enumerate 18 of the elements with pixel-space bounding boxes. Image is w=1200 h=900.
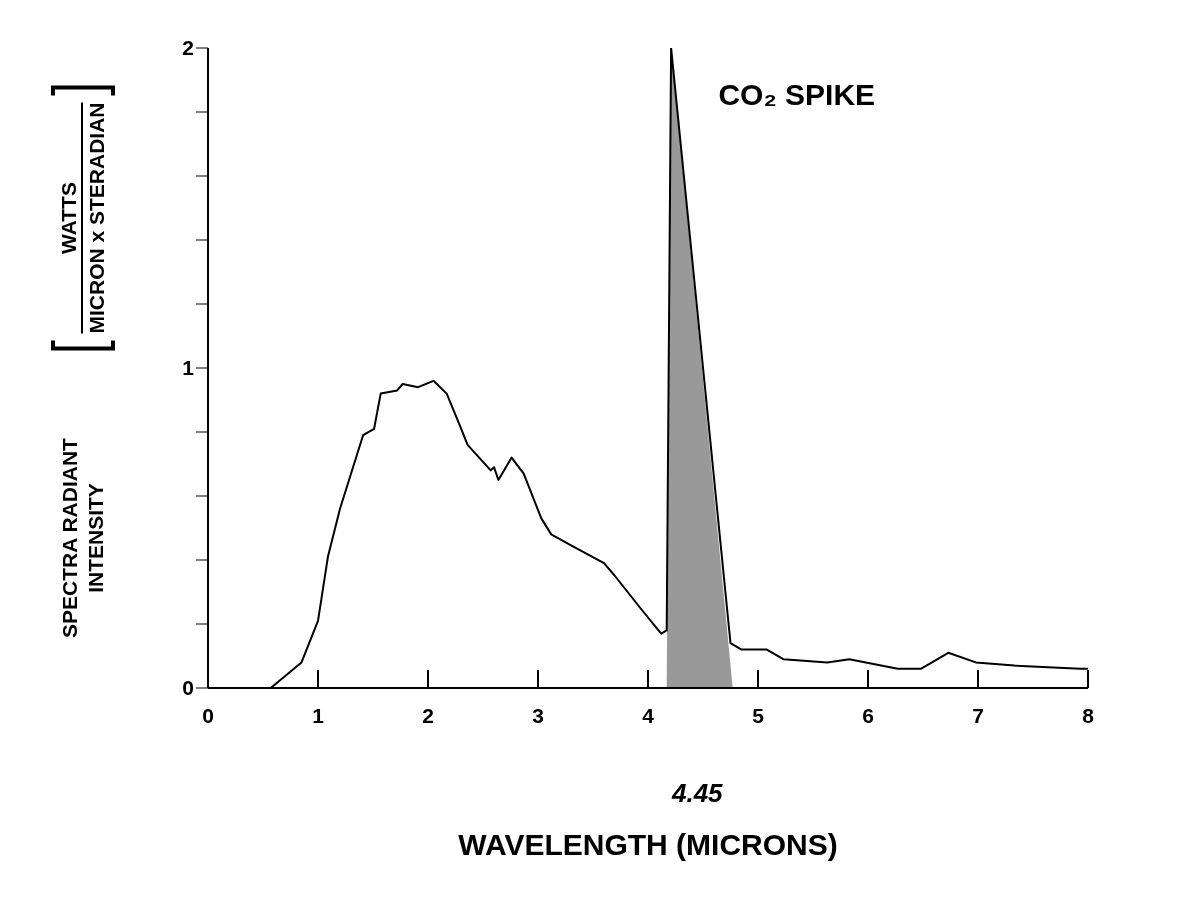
x-tick-label: 8 [1082,703,1095,727]
x-tick-label: 7 [972,703,984,727]
y-tick-label: 0 [182,676,194,700]
x-tick-label: 0 [202,703,214,727]
x-tick-label: 4 [642,703,655,727]
x-axis-title: WAVELENGTH (MICRONS) [457,828,839,862]
text: MICRON x STERADIAN [81,102,109,334]
annotation: CO₂ SPIKE [718,78,876,112]
x-tick-label: 6 [862,703,874,727]
y-tick-label: 1 [182,356,195,380]
x-tick-label: 3 [532,703,544,727]
text: 4.45 [671,778,723,809]
text: WATTS [57,182,81,254]
x-tick-label: 5 [752,703,765,727]
y-tick-label: 2 [182,36,194,60]
y-axis-title: SPECTRA RADIANT INTENSITY [57,437,108,638]
x-tick-label: 1 [312,703,325,727]
x-tick-label: 2 [422,703,434,727]
